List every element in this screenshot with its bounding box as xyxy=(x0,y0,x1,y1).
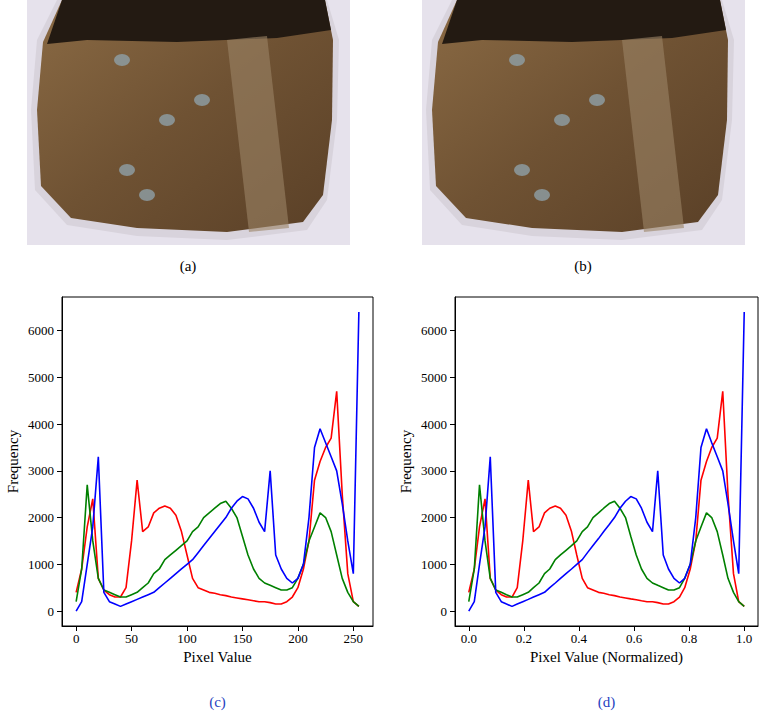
svg-text:100: 100 xyxy=(177,631,197,646)
svg-text:6000: 6000 xyxy=(421,323,447,338)
svg-text:0: 0 xyxy=(73,631,80,646)
svg-text:4000: 4000 xyxy=(421,417,447,432)
svg-text:0.2: 0.2 xyxy=(516,631,532,646)
svg-text:Frequency: Frequency xyxy=(398,429,414,493)
svg-text:1.0: 1.0 xyxy=(736,631,752,646)
svg-text:0: 0 xyxy=(48,604,55,619)
svg-text:3000: 3000 xyxy=(28,463,54,478)
svg-text:0.6: 0.6 xyxy=(626,631,643,646)
html-text:(b): (b) xyxy=(574,258,592,274)
svg-text:150: 150 xyxy=(233,631,253,646)
svg-text:2000: 2000 xyxy=(28,510,54,525)
svg-text:0.8: 0.8 xyxy=(681,631,697,646)
svg-text:250: 250 xyxy=(344,631,364,646)
html-text:(c): (c) xyxy=(209,694,226,710)
svg-text:0.0: 0.0 xyxy=(461,631,477,646)
svg-text:0.4: 0.4 xyxy=(571,631,588,646)
svg-text:0: 0 xyxy=(441,604,448,619)
html-text:(a): (a) xyxy=(179,258,197,274)
svg-text:4000: 4000 xyxy=(28,417,54,432)
svg-text:1000: 1000 xyxy=(28,557,54,572)
svg-text:Frequency: Frequency xyxy=(5,429,21,493)
svg-text:6000: 6000 xyxy=(28,323,54,338)
svg-text:5000: 5000 xyxy=(28,370,54,385)
svg-text:200: 200 xyxy=(288,631,308,646)
svg-text:Pixel Value (Normalized): Pixel Value (Normalized) xyxy=(530,649,683,666)
svg-text:1000: 1000 xyxy=(421,557,447,572)
svg-text:5000: 5000 xyxy=(421,370,447,385)
html-text:(d): (d) xyxy=(597,694,616,710)
svg-text:50: 50 xyxy=(125,631,138,646)
svg-text:2000: 2000 xyxy=(421,510,447,525)
svg-text:Pixel Value: Pixel Value xyxy=(183,649,252,665)
svg-text:3000: 3000 xyxy=(421,463,447,478)
